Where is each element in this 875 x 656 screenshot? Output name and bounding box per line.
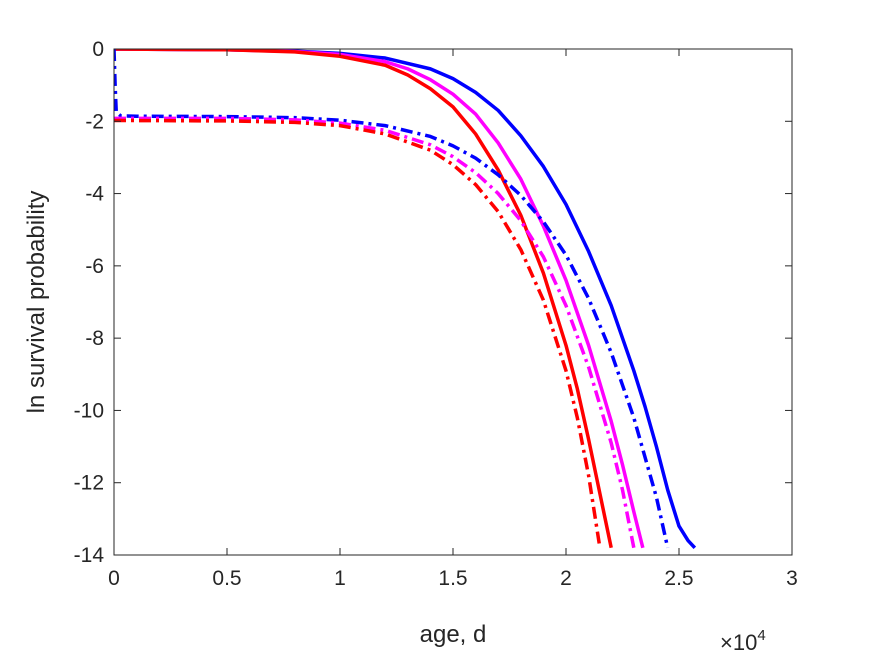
y-axis-label: ln survival probability [23, 191, 50, 414]
x-exponent-label: ×104 [720, 627, 766, 655]
y-tick-label: -12 [74, 472, 104, 495]
y-tick-label: -6 [85, 255, 104, 278]
x-tick-label: 1.5 [438, 567, 467, 590]
y-tick-label: -8 [85, 327, 104, 350]
y-tick-label: -10 [74, 399, 104, 422]
plot-lines [114, 49, 697, 549]
y-tick-label: -4 [85, 183, 104, 206]
x-tick-label: 3 [786, 567, 798, 590]
x-tick-label: 1 [334, 567, 346, 590]
series-line-3 [114, 49, 613, 549]
plot-area [114, 49, 792, 555]
series-line-1 [114, 49, 697, 549]
x-tick-label: 2.5 [664, 567, 693, 590]
series-line-4 [114, 49, 670, 549]
y-ticks: 0 -2 -4 -6 -8 -10 -12 -14 [74, 38, 792, 567]
x-tick-label: 2 [560, 567, 572, 590]
x-exponent-base: ×10 [720, 630, 757, 655]
y-tick-label: -14 [74, 544, 105, 567]
x-tick-label: 0.5 [212, 567, 241, 590]
y-tick-label: -2 [85, 110, 104, 133]
series-line-5 [114, 116, 636, 549]
x-ticks: 0 0.5 1 1.5 2 2.5 3 [108, 49, 798, 590]
y-tick-label: 0 [92, 38, 104, 61]
series-line-6 [114, 118, 602, 549]
x-axis-label: age, d [420, 621, 487, 648]
x-exponent-power: 4 [757, 627, 765, 644]
x-tick-label: 0 [108, 567, 120, 590]
